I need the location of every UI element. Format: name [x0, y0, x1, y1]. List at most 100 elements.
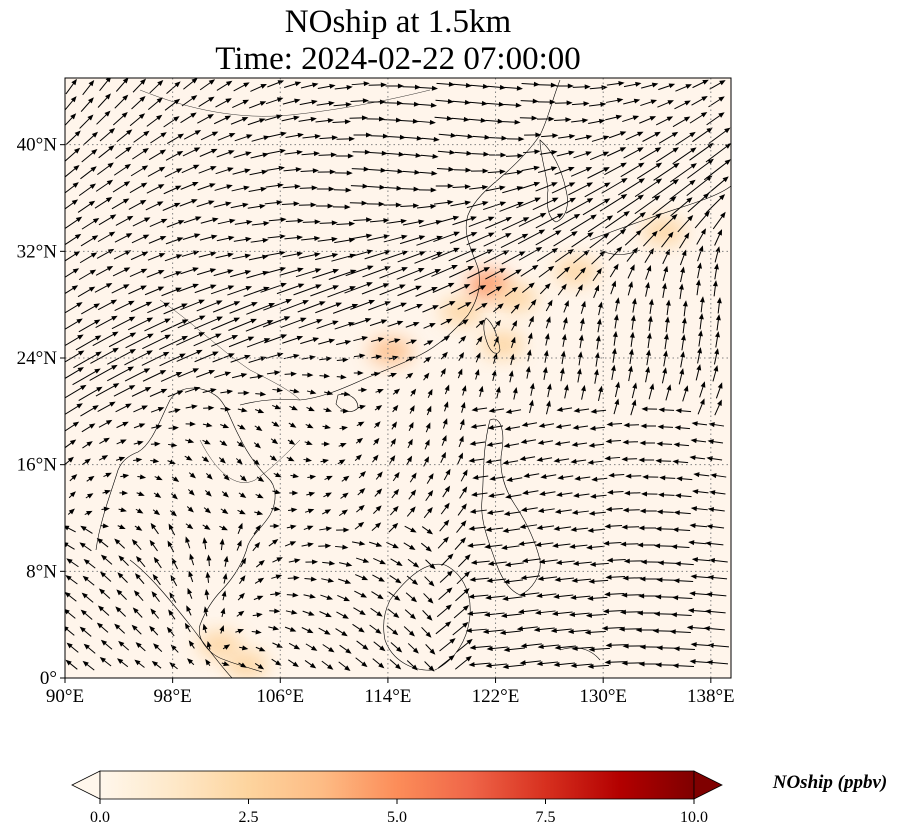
wind-arrow — [255, 646, 266, 652]
wind-arrow — [577, 351, 583, 366]
wind-arrow — [390, 558, 403, 566]
wind-arrow — [608, 472, 625, 478]
wind-arrow — [187, 658, 195, 666]
wind-arrow — [484, 543, 503, 549]
wind-arrow — [217, 133, 236, 141]
wind-arrow — [75, 335, 102, 351]
wind-arrow — [501, 217, 530, 231]
wind-arrow — [628, 365, 633, 382]
wind-arrow — [502, 119, 521, 125]
wind-arrow — [373, 437, 380, 446]
wind-arrow — [631, 297, 637, 313]
wind-arrow — [98, 419, 113, 428]
wind-arrow — [181, 95, 198, 107]
wind-arrow — [233, 236, 252, 242]
wind-arrow — [458, 351, 465, 362]
wind-arrow — [389, 659, 402, 670]
wind-arrow — [415, 287, 438, 297]
wind-arrow — [107, 349, 137, 365]
wind-arrow — [658, 407, 675, 413]
wind-arrow — [375, 388, 384, 394]
wind-arrow — [130, 251, 149, 261]
wind-arrow — [319, 220, 338, 226]
wind-arrow — [440, 502, 450, 515]
wind-arrow — [572, 424, 589, 430]
wind-arrow — [557, 474, 574, 480]
wind-arrow — [251, 629, 262, 635]
wind-arrow — [443, 401, 449, 412]
wind-arrow — [162, 202, 181, 211]
wind-arrow — [80, 609, 93, 620]
wind-arrow — [437, 536, 449, 549]
wind-arrow — [435, 98, 454, 104]
wind-arrow — [682, 300, 688, 317]
wind-arrow — [65, 421, 80, 432]
wind-arrow — [196, 200, 215, 208]
wind-arrow — [551, 611, 573, 617]
wind-arrow — [388, 355, 399, 361]
wind-arrow — [260, 282, 287, 293]
wind-arrow — [499, 201, 524, 212]
wind-arrow — [336, 527, 350, 533]
wind-arrow — [597, 301, 603, 316]
wind-arrow — [553, 457, 570, 463]
wind-arrow — [321, 660, 334, 670]
wind-arrow — [354, 454, 362, 461]
wind-arrow — [133, 130, 150, 143]
wind-arrow — [570, 662, 593, 668]
wind-arrow — [638, 457, 655, 463]
wind-arrow — [150, 608, 160, 619]
wind-arrow — [470, 559, 490, 565]
wind-arrow — [231, 185, 250, 192]
wind-arrow — [204, 490, 212, 497]
wind-arrow — [631, 382, 638, 399]
wind-arrow — [372, 454, 379, 463]
wind-arrow — [387, 134, 406, 140]
wind-arrow — [571, 118, 589, 124]
wind-arrow — [316, 186, 335, 192]
wind-arrow — [65, 384, 87, 399]
wind-arrow — [511, 320, 518, 331]
wind-arrow — [589, 561, 609, 567]
wind-arrow — [471, 491, 488, 497]
wind-arrow — [350, 183, 369, 189]
wind-arrow — [503, 443, 520, 448]
emission-hotspot — [439, 297, 484, 326]
wind-arrow — [269, 455, 278, 462]
wind-arrow — [284, 149, 303, 155]
wind-arrow — [355, 574, 369, 581]
wind-arrow — [146, 184, 165, 194]
wind-arrow — [639, 644, 661, 650]
wind-arrow — [254, 510, 264, 516]
wind-arrow — [322, 644, 335, 653]
wind-arrow — [239, 645, 249, 651]
wind-arrow — [184, 386, 201, 393]
wind-arrow — [289, 490, 299, 496]
wind-arrow — [624, 229, 642, 246]
wind-arrow — [129, 113, 146, 127]
wind-arrow — [282, 98, 301, 105]
wind-arrow — [385, 83, 404, 89]
wind-arrow — [353, 336, 369, 342]
wind-arrow — [535, 213, 564, 229]
wind-arrow — [588, 118, 606, 124]
wind-arrow — [165, 150, 184, 161]
wind-arrow — [319, 373, 331, 379]
wind-arrow — [97, 401, 116, 413]
wind-arrow — [220, 607, 226, 618]
wind-arrow — [571, 232, 594, 248]
wind-arrow — [674, 561, 694, 567]
wind-arrow — [150, 132, 167, 144]
wind-arrow — [656, 147, 679, 163]
wind-arrow — [554, 440, 571, 446]
wind-arrow — [510, 303, 520, 314]
wind-arrow — [320, 458, 329, 464]
wind-arrow — [194, 284, 217, 294]
wind-arrow — [533, 627, 555, 633]
wind-arrow — [468, 285, 487, 295]
wind-arrow — [65, 439, 77, 449]
longitude-axis: 90°E 98°E 106°E 114°E 122°E 130°E 138°E — [46, 678, 735, 707]
wind-arrow — [556, 266, 571, 279]
wind-arrow — [489, 475, 506, 481]
